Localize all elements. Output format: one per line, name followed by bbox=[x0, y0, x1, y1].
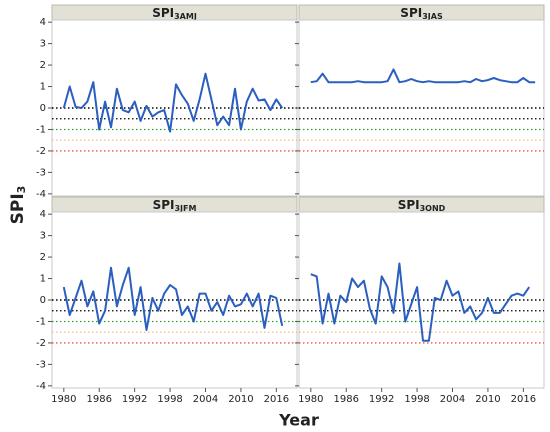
panel-title-sub: 3JAS bbox=[422, 12, 443, 21]
y-tick-label: -4 bbox=[36, 381, 46, 392]
x-tick-label: 1986 bbox=[87, 394, 112, 405]
y-tick-label: 0 bbox=[40, 295, 46, 306]
x-tick-label: 2010 bbox=[228, 394, 253, 405]
x-tick-label: 1998 bbox=[404, 394, 429, 405]
x-tick-label: 2004 bbox=[193, 394, 218, 405]
panel-title-sub: 3OND bbox=[420, 204, 446, 213]
y-label-sub: 3 bbox=[15, 186, 28, 194]
panel-title-main: SPI bbox=[152, 6, 174, 20]
panel-title-main: SPI bbox=[153, 198, 175, 212]
panel-title: SPI3JAS bbox=[400, 6, 443, 21]
panel-title: SPI3AMJ bbox=[152, 6, 197, 21]
y-tick-label: -2 bbox=[36, 338, 46, 349]
y-tick-label: -3 bbox=[36, 167, 46, 178]
y-axis-label: SPI3 bbox=[8, 186, 28, 225]
y-tick-label: 1 bbox=[40, 82, 46, 93]
y-tick-label: 1 bbox=[40, 274, 46, 285]
x-tick-label: 2010 bbox=[475, 394, 500, 405]
panel-title-sub: 3AMJ bbox=[174, 12, 197, 21]
y-tick-label: 3 bbox=[40, 39, 46, 50]
y-label-main: SPI bbox=[8, 193, 28, 224]
y-tick-label: 2 bbox=[40, 60, 46, 71]
y-tick-label: 0 bbox=[40, 103, 46, 114]
x-tick-label: 1998 bbox=[157, 394, 182, 405]
x-tick-label: 2016 bbox=[511, 394, 536, 405]
y-tick-label: -1 bbox=[36, 316, 46, 327]
x-tick-label: 1986 bbox=[334, 394, 359, 405]
y-tick-label: 4 bbox=[40, 209, 46, 220]
panel-title: SPI3JFM bbox=[153, 198, 197, 213]
y-tick-label: -3 bbox=[36, 359, 46, 370]
x-tick-label: 1992 bbox=[122, 394, 147, 405]
x-tick-label: 2016 bbox=[264, 394, 289, 405]
y-tick-label: 2 bbox=[40, 252, 46, 263]
panel-title: SPI3OND bbox=[398, 198, 446, 213]
y-tick-label: -4 bbox=[36, 189, 46, 200]
y-tick-label: -1 bbox=[36, 124, 46, 135]
series-line bbox=[310, 262, 531, 342]
x-axis-label: Year bbox=[278, 411, 319, 430]
y-tick-label: 4 bbox=[40, 17, 46, 28]
series-line bbox=[62, 266, 284, 331]
x-tick-label: 1980 bbox=[298, 394, 323, 405]
y-tick-label: 3 bbox=[40, 231, 46, 242]
panel-title-main: SPI bbox=[400, 6, 422, 20]
series-line bbox=[310, 68, 536, 84]
x-tick-label: 1980 bbox=[51, 394, 76, 405]
panel-title-sub: 3JFM bbox=[174, 204, 196, 213]
y-tick-label: -2 bbox=[36, 146, 46, 157]
series-line bbox=[62, 72, 284, 133]
x-tick-label: 1992 bbox=[369, 394, 394, 405]
x-tick-label: 2004 bbox=[440, 394, 465, 405]
panel-title-main: SPI bbox=[398, 198, 420, 212]
